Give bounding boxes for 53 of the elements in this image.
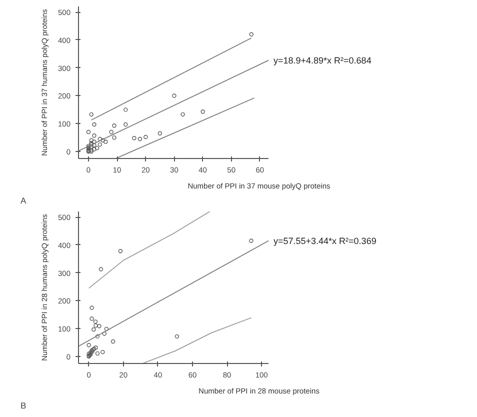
point	[110, 339, 116, 344]
point	[200, 110, 205, 114]
point	[100, 138, 105, 142]
point	[144, 134, 148, 140]
point	[90, 349, 94, 354]
point	[86, 342, 91, 348]
point	[95, 334, 100, 339]
point	[89, 138, 94, 142]
point	[172, 94, 176, 98]
point	[89, 112, 94, 117]
point	[112, 123, 116, 128]
point	[89, 149, 94, 154]
point	[249, 238, 254, 243]
point	[174, 334, 180, 339]
point	[90, 316, 94, 321]
point	[98, 267, 104, 272]
point	[90, 306, 94, 310]
point	[86, 130, 91, 134]
point	[92, 122, 96, 127]
text: B	[20, 400, 26, 410]
point	[92, 327, 96, 332]
point	[180, 112, 185, 117]
point	[88, 350, 93, 355]
point	[132, 136, 136, 140]
point	[124, 108, 128, 112]
point	[109, 130, 114, 134]
point	[92, 134, 96, 138]
point	[92, 143, 96, 148]
point	[124, 122, 128, 127]
line-series	[88, 212, 210, 289]
point	[118, 249, 123, 254]
annotation: y=18.9+4.89*x R²=0.684	[274, 55, 372, 66]
point	[94, 323, 98, 328]
point	[94, 146, 100, 150]
point	[249, 32, 254, 36]
point	[95, 351, 100, 356]
point	[86, 352, 91, 356]
point	[92, 147, 96, 152]
line-series	[142, 317, 252, 364]
point	[98, 142, 102, 147]
point	[94, 346, 98, 350]
point	[93, 320, 98, 324]
point	[112, 135, 116, 140]
point	[89, 141, 94, 146]
point	[100, 350, 105, 354]
point	[138, 136, 142, 142]
point	[158, 131, 162, 136]
annotation: y=57.55+3.44*x R²=0.369	[274, 236, 376, 246]
point	[104, 140, 108, 144]
point	[89, 142, 94, 147]
text: A	[20, 196, 26, 206]
point	[97, 324, 102, 328]
point	[90, 348, 94, 352]
